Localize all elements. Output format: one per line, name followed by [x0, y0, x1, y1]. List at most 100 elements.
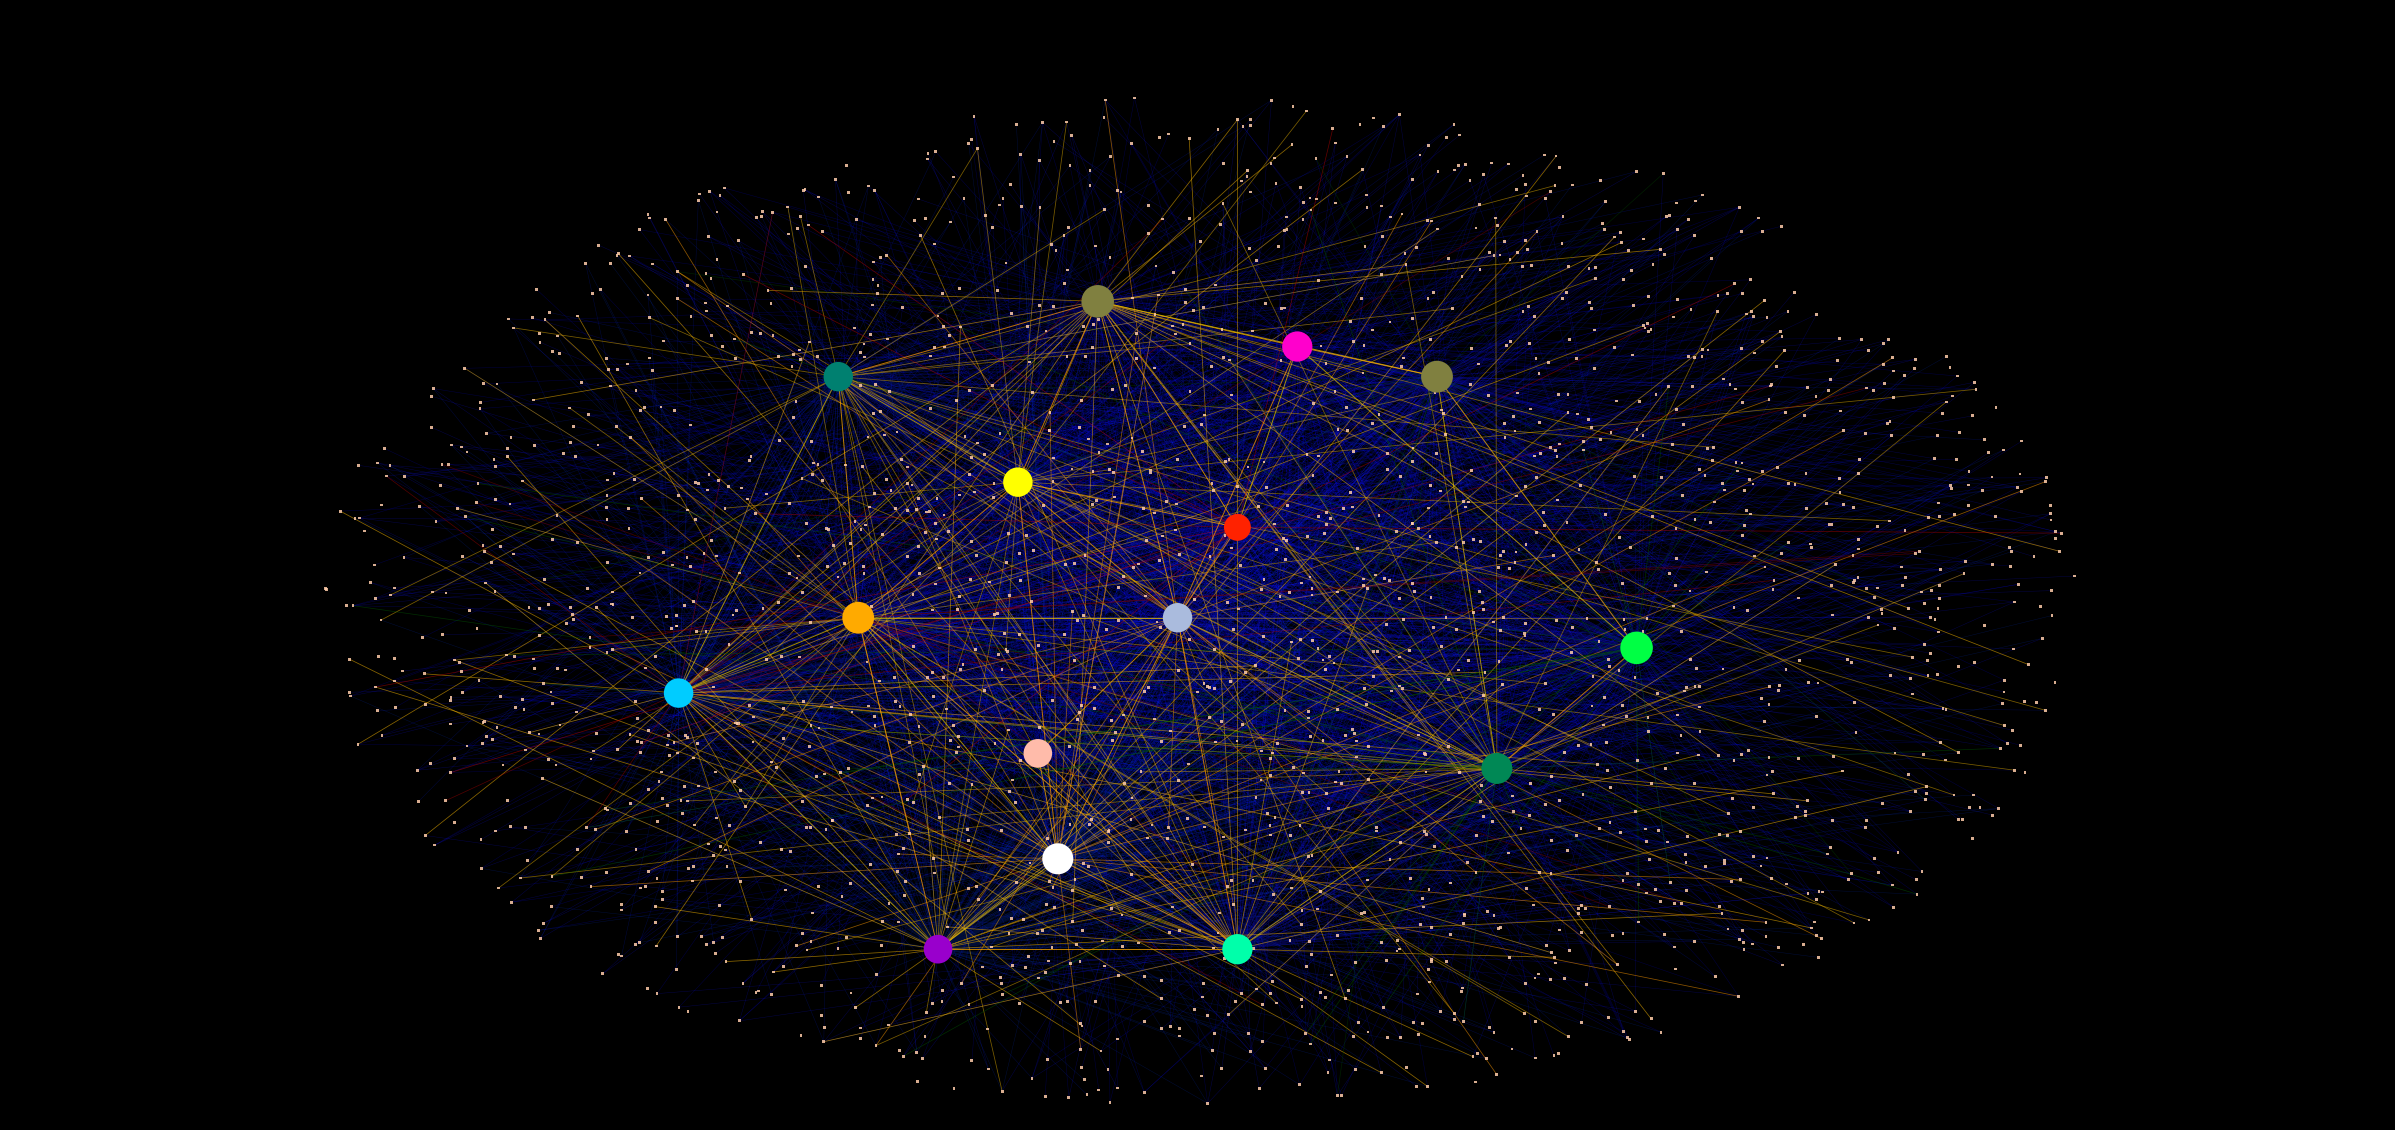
Point [1207, 452, 1245, 470]
Point [1387, 244, 1425, 262]
Point [1066, 854, 1104, 872]
Point [1875, 619, 1914, 637]
Point [1746, 558, 1784, 576]
Point [790, 614, 829, 632]
Point [692, 327, 730, 345]
Point [1863, 600, 1902, 618]
Point [1847, 811, 1885, 829]
Point [668, 792, 707, 810]
Point [1253, 749, 1291, 767]
Point [354, 556, 393, 574]
Point [704, 337, 742, 355]
Point [1475, 906, 1514, 924]
Point [460, 400, 498, 418]
Point [599, 360, 637, 379]
Point [996, 873, 1035, 892]
Point [996, 484, 1035, 502]
Point [1205, 527, 1243, 545]
Point [1281, 1076, 1320, 1094]
Point [1104, 938, 1142, 956]
Point [1394, 452, 1432, 470]
Point [1408, 136, 1447, 154]
Point [2031, 582, 2069, 600]
Point [994, 956, 1032, 974]
Point [1538, 447, 1576, 466]
Point [1449, 853, 1487, 871]
Point [481, 688, 520, 706]
Point [1545, 970, 1583, 988]
Point [2007, 763, 2045, 781]
Point [1068, 431, 1106, 449]
Point [1672, 582, 1710, 600]
Point [1013, 592, 1051, 610]
Point [1921, 560, 1959, 579]
Point [697, 945, 735, 963]
Point [1720, 198, 1758, 216]
Point [716, 330, 754, 348]
Point [781, 649, 819, 667]
Point [817, 171, 855, 189]
Point [647, 210, 685, 228]
Point [1411, 528, 1449, 546]
Point [1332, 484, 1370, 502]
Point [520, 725, 558, 744]
Point [733, 733, 771, 751]
Point [1413, 919, 1451, 937]
Point [1401, 915, 1439, 933]
Point [1348, 198, 1387, 216]
Point [1624, 316, 1662, 334]
Point [1909, 508, 1947, 527]
Point [1200, 924, 1238, 942]
Point [1269, 496, 1308, 514]
Point [1054, 127, 1092, 145]
Point [1193, 1042, 1231, 1060]
Point [1870, 412, 1909, 431]
Point [671, 416, 709, 434]
Point [1973, 555, 2012, 573]
Point [1425, 405, 1463, 423]
Point [1655, 959, 1693, 977]
Point [618, 382, 656, 400]
Point [812, 811, 850, 829]
Point [1832, 864, 1870, 883]
Point [489, 447, 527, 466]
Point [1085, 108, 1123, 127]
Point [644, 790, 683, 808]
Point [465, 542, 503, 560]
Point [750, 281, 788, 299]
Point [431, 436, 469, 454]
Point [1629, 723, 1667, 741]
Point [843, 458, 881, 476]
Point [472, 554, 510, 572]
Point [1202, 1059, 1241, 1077]
Point [1617, 641, 1655, 659]
Point [1413, 212, 1451, 231]
Point [1506, 232, 1545, 250]
Point [1526, 146, 1564, 164]
Point [1605, 871, 1643, 889]
Point [1550, 941, 1588, 959]
Point [601, 901, 639, 919]
Point [968, 1020, 1006, 1038]
Point [953, 131, 992, 149]
Point [1918, 623, 1957, 641]
Point [1114, 289, 1152, 307]
Point [862, 788, 901, 806]
Point [1629, 314, 1667, 332]
Point [1001, 994, 1039, 1012]
Point [1839, 464, 1878, 483]
Point [1212, 672, 1250, 690]
Point [1212, 539, 1250, 557]
Point [1597, 392, 1636, 410]
Point [1724, 933, 1763, 951]
Point [1272, 826, 1310, 844]
Point [1284, 990, 1322, 1008]
Point [601, 947, 639, 965]
Point [987, 254, 1025, 272]
Point [1494, 786, 1533, 805]
Point [1293, 631, 1332, 649]
Point [1672, 301, 1710, 319]
Point [1526, 190, 1564, 208]
Point [1212, 871, 1250, 889]
Point [867, 246, 905, 264]
